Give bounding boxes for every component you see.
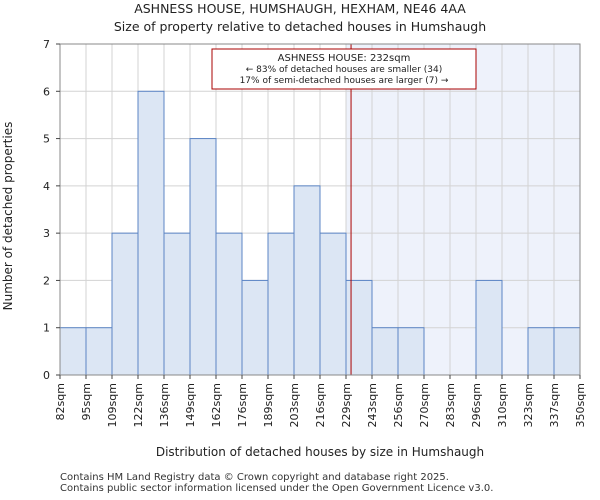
x-tick-label: 162sqm — [210, 383, 223, 427]
x-tick-label: 176sqm — [236, 383, 249, 427]
y-tick-label: 4 — [43, 180, 50, 193]
x-tick-label: 323sqm — [522, 383, 535, 427]
x-tick-label: 149sqm — [184, 383, 197, 427]
x-tick-label: 283sqm — [444, 383, 457, 427]
histogram-bar — [111, 232, 139, 376]
x-tick-label: 136sqm — [158, 383, 171, 427]
histogram-bar — [319, 232, 347, 376]
histogram-bar — [59, 327, 87, 376]
histogram-bar — [345, 279, 373, 376]
highlight-region — [346, 44, 580, 375]
x-tick-label: 337sqm — [548, 383, 561, 427]
histogram-bar — [371, 327, 399, 376]
x-tick-label: 203sqm — [288, 383, 301, 427]
x-tick-label: 216sqm — [314, 383, 327, 427]
footer-licence: Contains public sector information licen… — [60, 483, 494, 494]
y-tick-label: 7 — [43, 38, 50, 51]
histogram-bar — [241, 279, 269, 376]
x-tick-label: 189sqm — [262, 383, 275, 427]
y-tick-label: 0 — [43, 369, 50, 382]
annotation-line-3: 17% of semi-detached houses are larger (… — [240, 76, 449, 86]
annotation-line-2: ← 83% of detached houses are smaller (34… — [246, 65, 443, 75]
x-tick-label: 122sqm — [132, 383, 145, 427]
histogram-chart: 0 1 2 3 4 5 6 7 82sqm 95sqm 109sqm 122sqm 136sqm 149s… — [1, 38, 587, 459]
x-tick-label: 270sqm — [418, 383, 431, 427]
histogram-bar — [215, 232, 243, 376]
footer-copyright: Contains HM Land Registry data © Crown c… — [60, 472, 449, 483]
histogram-bar — [293, 185, 321, 376]
x-tick-label: 256sqm — [392, 383, 405, 427]
x-tick-label: 95sqm — [80, 383, 93, 420]
x-tick-label: 310sqm — [496, 383, 509, 427]
histogram-bar — [137, 90, 165, 376]
x-tick-label: 229sqm — [340, 383, 353, 427]
chart-subtitle: Size of property relative to detached ho… — [113, 19, 487, 34]
y-tick-label: 5 — [43, 133, 50, 146]
y-tick-label: 3 — [43, 227, 50, 240]
histogram-bar — [189, 138, 217, 376]
y-tick-label: 2 — [43, 274, 50, 287]
histogram-bar — [397, 327, 425, 376]
histogram-bar — [475, 279, 503, 376]
x-tick-label: 109sqm — [106, 383, 119, 427]
x-tick-label: 350sqm — [574, 383, 587, 427]
histogram-bar — [527, 327, 555, 376]
y-tick-label: 6 — [43, 85, 50, 98]
histogram-bar — [553, 327, 581, 376]
histogram-bar — [267, 232, 295, 376]
annotation-line-1: ASHNESS HOUSE: 232sqm — [278, 53, 411, 64]
x-tick-label: 82sqm — [54, 383, 67, 420]
x-tick-label: 296sqm — [470, 383, 483, 427]
y-axis-label: Number of detached properties — [1, 122, 15, 311]
histogram-bar — [163, 232, 191, 376]
histogram-bar — [85, 327, 113, 376]
annotation-box — [211, 48, 477, 90]
chart-title: ASHNESS HOUSE, HUMSHAUGH, HEXHAM, NE46 4… — [134, 1, 466, 16]
y-tick-label: 1 — [43, 322, 50, 335]
x-axis-label: Distribution of detached houses by size … — [156, 445, 484, 459]
x-tick-label: 243sqm — [366, 383, 379, 427]
